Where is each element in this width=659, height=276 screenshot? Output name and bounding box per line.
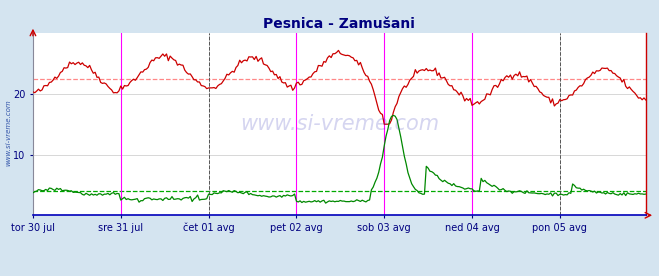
Title: Pesnica - Zamušani: Pesnica - Zamušani (264, 17, 415, 31)
Legend: temperatura [C], pretok [m3/s]: temperatura [C], pretok [m3/s] (231, 275, 447, 276)
Text: www.si-vreme.com: www.si-vreme.com (240, 114, 439, 134)
Text: www.si-vreme.com: www.si-vreme.com (5, 99, 12, 166)
